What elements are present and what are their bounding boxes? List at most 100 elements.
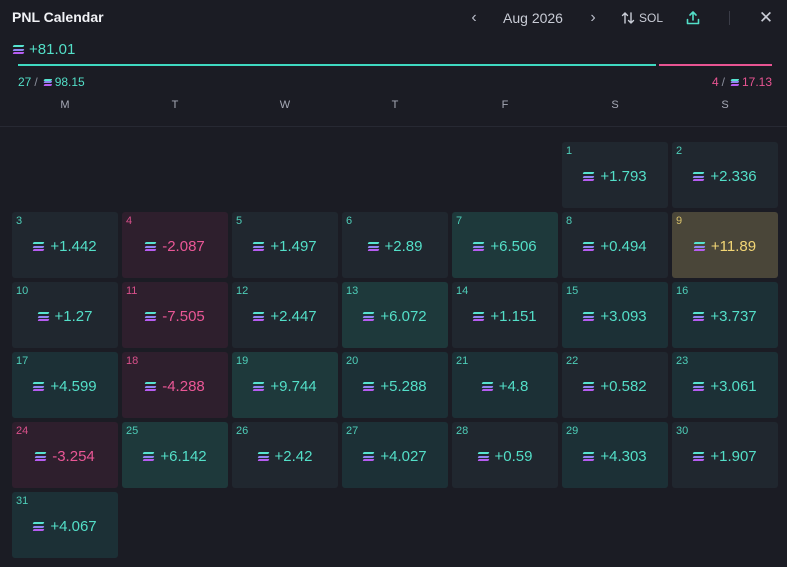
solana-icon bbox=[477, 452, 489, 461]
sort-currency-button[interactable]: SOL bbox=[621, 9, 663, 27]
day-pnl-value: +0.582 bbox=[600, 378, 647, 395]
calendar-day-cell[interactable]: 27 +4.027 bbox=[342, 422, 448, 488]
day-pnl: +1.442 bbox=[12, 238, 118, 255]
day-number: 28 bbox=[456, 425, 469, 437]
day-number: 29 bbox=[566, 425, 579, 437]
calendar-day-cell[interactable]: 13 +6.072 bbox=[342, 282, 448, 348]
day-number: 8 bbox=[566, 215, 573, 227]
calendar-day-cell[interactable]: 16 +3.737 bbox=[672, 282, 778, 348]
day-pnl: +3.737 bbox=[672, 308, 778, 325]
calendar-day-cell[interactable]: 21 +4.8 bbox=[452, 352, 558, 418]
solana-icon bbox=[692, 452, 705, 461]
calendar-day-cell[interactable]: 4 -2.087 bbox=[122, 212, 228, 278]
day-pnl-value: +6.142 bbox=[160, 448, 207, 465]
calendar-day-cell[interactable]: 23 +3.061 bbox=[672, 352, 778, 418]
day-pnl: +2.447 bbox=[232, 308, 338, 325]
day-pnl: +4.067 bbox=[12, 518, 118, 535]
day-pnl: +6.072 bbox=[342, 308, 448, 325]
day-pnl: +11.89 bbox=[672, 238, 778, 255]
total-pnl-value: +81.01 bbox=[29, 41, 76, 58]
calendar-day-cell[interactable]: 3 +1.442 bbox=[12, 212, 118, 278]
loss-stats: 4 / 17.13 bbox=[712, 75, 772, 89]
calendar-day-cell[interactable]: 10 +1.27 bbox=[12, 282, 118, 348]
day-number: 22 bbox=[566, 355, 579, 367]
calendar-day-cell[interactable]: 20 +5.288 bbox=[342, 352, 448, 418]
day-number: 14 bbox=[456, 285, 469, 297]
calendar-day-cell[interactable]: 12 +2.447 bbox=[232, 282, 338, 348]
solana-icon bbox=[32, 242, 45, 251]
chevron-left-icon[interactable]: ‹ bbox=[471, 9, 477, 26]
calendar-day-cell[interactable]: 7 +6.506 bbox=[452, 212, 558, 278]
day-number: 6 bbox=[346, 215, 353, 227]
day-number: 21 bbox=[456, 355, 469, 367]
day-pnl-value: +1.151 bbox=[490, 308, 537, 325]
solana-icon bbox=[582, 312, 595, 321]
calendar-day-cell[interactable]: 25 +6.142 bbox=[122, 422, 228, 488]
calendar-day-cell[interactable]: 8 +0.494 bbox=[562, 212, 668, 278]
day-pnl-value: -4.288 bbox=[162, 378, 205, 395]
calendar-day-cell[interactable]: 1 +1.793 bbox=[562, 142, 668, 208]
calendar-day-cell[interactable]: 2 +2.336 bbox=[672, 142, 778, 208]
day-number: 16 bbox=[676, 285, 689, 297]
solana-icon bbox=[582, 242, 595, 251]
day-pnl-value: +3.061 bbox=[710, 378, 757, 395]
day-number: 12 bbox=[236, 285, 249, 297]
day-number: 23 bbox=[676, 355, 689, 367]
day-pnl-value: +1.442 bbox=[50, 238, 97, 255]
calendar-day-cell[interactable]: 30 +1.907 bbox=[672, 422, 778, 488]
solana-icon bbox=[692, 312, 705, 321]
weekday-fri: F bbox=[501, 99, 509, 111]
weekday-sun: S bbox=[721, 99, 729, 111]
day-pnl-value: +5.288 bbox=[380, 378, 427, 395]
day-pnl-value: +4.067 bbox=[50, 518, 97, 535]
chevron-right-icon[interactable]: › bbox=[590, 9, 596, 26]
sort-label: SOL bbox=[639, 11, 664, 25]
calendar-day-cell[interactable]: 28 +0.59 bbox=[452, 422, 558, 488]
day-number: 30 bbox=[676, 425, 689, 437]
day-pnl: +9.744 bbox=[232, 378, 338, 395]
weekday-sat: S bbox=[611, 99, 619, 111]
calendar-day-cell[interactable]: 9 +11.89 bbox=[672, 212, 778, 278]
day-pnl-value: +4.599 bbox=[50, 378, 97, 395]
calendar-day-cell[interactable]: 22 +0.582 bbox=[562, 352, 668, 418]
solana-icon bbox=[252, 242, 265, 251]
solana-icon bbox=[257, 452, 269, 461]
calendar-day-cell[interactable]: 6 +2.89 bbox=[342, 212, 448, 278]
solana-icon bbox=[252, 382, 265, 391]
day-pnl: +5.288 bbox=[342, 378, 448, 395]
day-pnl-value: +1.793 bbox=[600, 168, 647, 185]
close-icon[interactable]: ✕ bbox=[758, 8, 774, 27]
solana-icon bbox=[144, 312, 157, 321]
calendar-day-cell[interactable]: 15 +3.093 bbox=[562, 282, 668, 348]
calendar-day-cell[interactable]: 17 +4.599 bbox=[12, 352, 118, 418]
solana-icon bbox=[34, 452, 47, 461]
calendar-day-cell[interactable]: 14 +1.151 bbox=[452, 282, 558, 348]
calendar-day-cell[interactable]: 18 -4.288 bbox=[122, 352, 228, 418]
weekday-tue: T bbox=[171, 99, 179, 111]
calendar-day-cell[interactable]: 29 +4.303 bbox=[562, 422, 668, 488]
day-pnl: +4.027 bbox=[342, 448, 448, 465]
share-icon[interactable] bbox=[684, 9, 702, 27]
solana-icon bbox=[692, 382, 705, 391]
day-pnl-value: +2.447 bbox=[270, 308, 317, 325]
day-pnl: +1.793 bbox=[562, 168, 668, 185]
solana-icon bbox=[144, 382, 157, 391]
calendar-day-cell[interactable]: 5 +1.497 bbox=[232, 212, 338, 278]
calendar-day-cell[interactable]: 31 +4.067 bbox=[12, 492, 118, 558]
solana-icon bbox=[252, 312, 265, 321]
calendar-day-cell[interactable]: 19 +9.744 bbox=[232, 352, 338, 418]
weekday-thu: T bbox=[391, 99, 399, 111]
day-number: 1 bbox=[566, 145, 573, 157]
day-pnl: +0.494 bbox=[562, 238, 668, 255]
day-pnl: -4.288 bbox=[122, 378, 228, 395]
calendar-day-cell[interactable]: 26 +2.42 bbox=[232, 422, 338, 488]
calendar-day-cell[interactable]: 24 -3.254 bbox=[12, 422, 118, 488]
loss-count: 4 bbox=[711, 75, 719, 89]
day-number: 19 bbox=[236, 355, 249, 367]
solana-icon bbox=[472, 312, 485, 321]
day-number: 10 bbox=[16, 285, 29, 297]
solana-icon bbox=[472, 242, 485, 251]
header-separator bbox=[0, 126, 787, 127]
calendar-day-cell[interactable]: 11 -7.505 bbox=[122, 282, 228, 348]
day-pnl-value: +2.89 bbox=[384, 238, 423, 255]
